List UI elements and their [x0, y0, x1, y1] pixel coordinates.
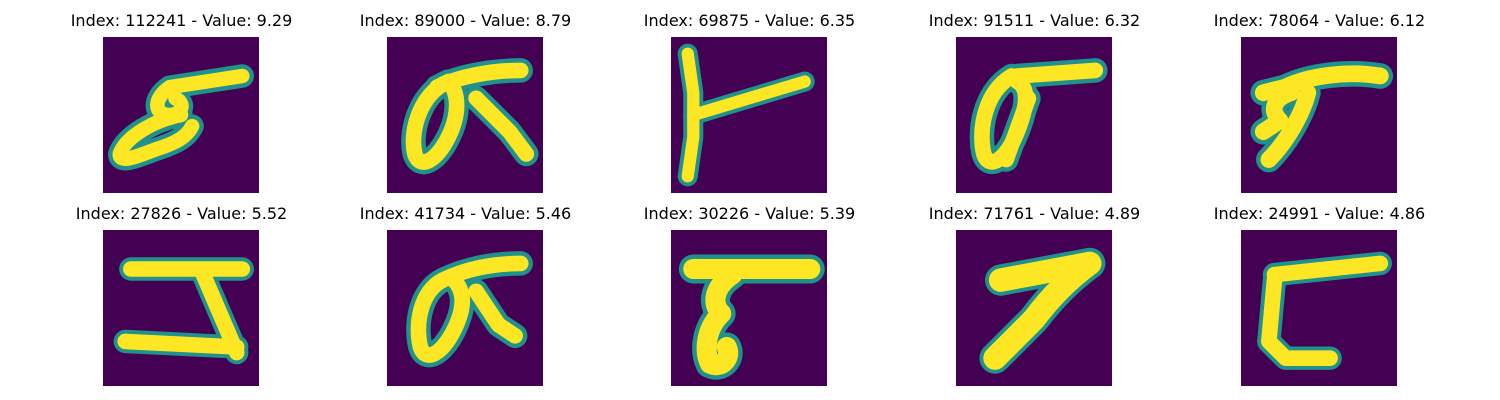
image-panel-3: Index: 69875 - Value: 6.35	[607, 10, 892, 200]
image-panel-1: Index: 112241 - Value: 9.29	[39, 10, 324, 200]
panel-title: Index: 27826 - Value: 5.52	[75, 204, 288, 223]
handwritten-glyph-image	[1241, 230, 1397, 386]
image-panel-6: Index: 27826 - Value: 5.52	[39, 203, 324, 393]
image-panel-4: Index: 91511 - Value: 6.32	[892, 10, 1177, 200]
handwritten-glyph-image	[387, 37, 543, 193]
image-panel-9: Index: 71761 - Value: 4.89	[892, 203, 1177, 393]
handwritten-glyph-image	[103, 37, 259, 193]
panel-title: Index: 69875 - Value: 6.35	[643, 11, 856, 30]
panel-title: Index: 78064 - Value: 6.12	[1213, 11, 1426, 30]
panel-title: Index: 30226 - Value: 5.39	[643, 204, 856, 223]
handwritten-glyph-image	[387, 230, 543, 386]
panel-title: Index: 71761 - Value: 4.89	[928, 204, 1141, 223]
image-panel-2: Index: 89000 - Value: 8.79	[323, 10, 608, 200]
handwritten-glyph-image	[1241, 37, 1397, 193]
handwritten-glyph-image	[671, 230, 827, 386]
image-panel-5: Index: 78064 - Value: 6.12	[1177, 10, 1462, 200]
handwritten-glyph-image	[956, 37, 1112, 193]
handwritten-glyph-image	[103, 230, 259, 386]
panel-title: Index: 41734 - Value: 5.46	[359, 204, 572, 223]
image-panel-7: Index: 41734 - Value: 5.46	[323, 203, 608, 393]
handwritten-glyph-image	[671, 37, 827, 193]
image-panel-10: Index: 24991 - Value: 4.86	[1177, 203, 1462, 393]
panel-title: Index: 91511 - Value: 6.32	[928, 11, 1141, 30]
panel-title: Index: 112241 - Value: 9.29	[70, 11, 293, 30]
panel-title: Index: 24991 - Value: 4.86	[1213, 204, 1426, 223]
panel-title: Index: 89000 - Value: 8.79	[359, 11, 572, 30]
image-panel-8: Index: 30226 - Value: 5.39	[607, 203, 892, 393]
handwritten-glyph-image	[956, 230, 1112, 386]
